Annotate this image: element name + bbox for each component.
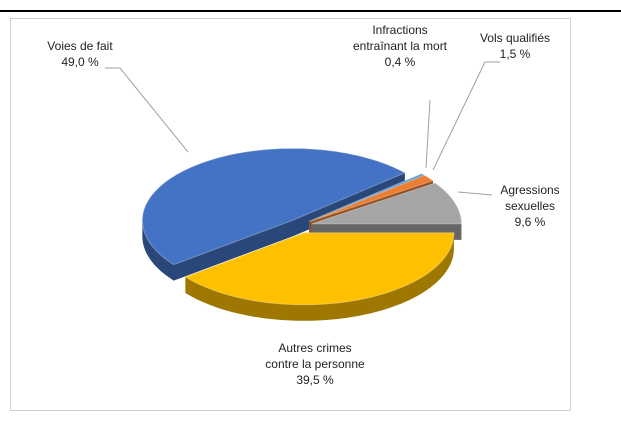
label: Autres crimes contre la personne 39,5 % (265, 340, 365, 388)
value-label: 9,6 % (514, 215, 546, 229)
slice (311, 182, 462, 225)
slice (309, 174, 435, 223)
label: Infractions entraînant la mort 0,4 % (350, 22, 450, 70)
label: Agressions sexuelles 9,6 % (490, 182, 570, 230)
leader-line (425, 99, 431, 169)
value-label: 0,4 % (384, 55, 416, 69)
value-label: 39,5 % (296, 373, 334, 387)
leader-line (105, 67, 189, 153)
leader-line (457, 191, 493, 196)
chart-border (10, 18, 571, 411)
category-label: Autres crimes contre la personne (265, 341, 365, 371)
value-label: 49,0 % (61, 55, 99, 69)
slice (184, 232, 455, 306)
category-label: Infractions entraînant la mort (352, 23, 448, 53)
slice (308, 173, 426, 222)
leader-lines (105, 61, 500, 196)
category-label: Vols qualifiés (479, 31, 551, 45)
value-label: 1,5 % (499, 47, 531, 61)
label: Vols qualifiés 1,5 % (460, 30, 570, 62)
slice (141, 147, 407, 266)
leader-line (432, 61, 500, 171)
category-label: Voies de fait (47, 39, 113, 53)
category-label: Agressions sexuelles (500, 183, 560, 213)
label: Voies de fait 49,0 % (25, 38, 135, 70)
